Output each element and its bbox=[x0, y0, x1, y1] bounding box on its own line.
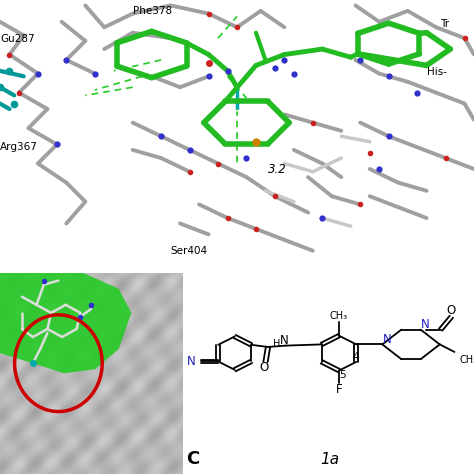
Text: N: N bbox=[421, 319, 429, 331]
Text: Arg367: Arg367 bbox=[0, 142, 38, 152]
Text: N: N bbox=[383, 333, 392, 346]
Text: H: H bbox=[273, 339, 281, 349]
Text: Gu287: Gu287 bbox=[0, 34, 35, 44]
Text: C: C bbox=[187, 450, 200, 468]
Text: N: N bbox=[187, 355, 196, 368]
Polygon shape bbox=[0, 273, 131, 374]
Text: O: O bbox=[259, 361, 269, 374]
Text: CH₃: CH₃ bbox=[460, 355, 474, 365]
Text: 4: 4 bbox=[353, 352, 359, 362]
Text: Phe378: Phe378 bbox=[133, 6, 172, 16]
Text: Tr: Tr bbox=[440, 19, 449, 29]
Text: 5: 5 bbox=[339, 370, 346, 380]
Text: O: O bbox=[447, 304, 456, 317]
Text: 1a: 1a bbox=[320, 452, 339, 467]
Text: F: F bbox=[336, 383, 342, 396]
Text: Ser404: Ser404 bbox=[171, 246, 208, 256]
Text: His-: His- bbox=[427, 67, 447, 77]
Text: 3.2: 3.2 bbox=[268, 163, 287, 176]
Text: CH₃: CH₃ bbox=[330, 311, 348, 321]
Text: N: N bbox=[280, 334, 289, 347]
